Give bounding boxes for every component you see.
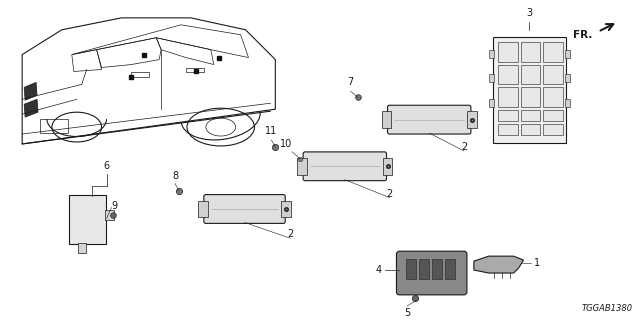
Text: 11: 11 xyxy=(265,126,278,136)
Text: 6: 6 xyxy=(104,161,109,171)
FancyBboxPatch shape xyxy=(396,251,467,295)
Text: 8: 8 xyxy=(172,171,178,181)
Text: 2: 2 xyxy=(387,188,392,199)
Bar xyxy=(520,87,540,107)
FancyBboxPatch shape xyxy=(387,105,471,134)
Text: 5: 5 xyxy=(404,308,410,318)
Bar xyxy=(498,87,518,107)
Bar xyxy=(543,65,563,84)
Bar xyxy=(282,201,291,217)
Text: TGGAB1380: TGGAB1380 xyxy=(582,304,633,313)
Bar xyxy=(131,72,149,77)
Bar xyxy=(520,65,540,84)
Bar xyxy=(498,42,518,61)
Text: 1: 1 xyxy=(534,258,540,268)
Bar xyxy=(77,243,86,253)
Bar xyxy=(520,42,540,61)
Text: 4: 4 xyxy=(376,265,381,275)
FancyBboxPatch shape xyxy=(69,195,106,244)
Bar xyxy=(565,99,570,107)
Bar xyxy=(432,259,442,279)
Bar xyxy=(381,111,392,128)
Bar xyxy=(40,119,68,133)
Bar xyxy=(383,158,392,175)
Bar xyxy=(543,110,563,121)
Bar xyxy=(498,65,518,84)
Bar xyxy=(565,75,570,83)
Bar xyxy=(543,42,563,61)
Bar xyxy=(520,124,540,135)
Bar xyxy=(489,50,493,58)
Bar xyxy=(543,124,563,135)
Text: 3: 3 xyxy=(527,8,532,18)
Bar xyxy=(445,259,455,279)
Text: 10: 10 xyxy=(280,139,292,149)
Bar xyxy=(543,87,563,107)
Bar xyxy=(104,211,115,220)
FancyBboxPatch shape xyxy=(204,195,285,223)
FancyBboxPatch shape xyxy=(493,37,566,143)
Bar xyxy=(467,111,477,128)
Polygon shape xyxy=(24,99,38,117)
Bar xyxy=(565,50,570,58)
Bar xyxy=(297,158,307,175)
Text: FR.: FR. xyxy=(573,30,592,40)
Text: 9: 9 xyxy=(111,201,118,211)
Bar xyxy=(198,201,208,217)
Bar xyxy=(419,259,429,279)
Text: 2: 2 xyxy=(461,142,467,152)
Text: 7: 7 xyxy=(348,77,354,87)
Bar xyxy=(406,259,416,279)
Bar xyxy=(498,124,518,135)
Bar xyxy=(498,110,518,121)
Bar xyxy=(186,68,204,72)
FancyBboxPatch shape xyxy=(303,152,387,181)
Bar xyxy=(489,99,493,107)
Bar xyxy=(520,110,540,121)
Polygon shape xyxy=(24,83,37,100)
Polygon shape xyxy=(474,256,524,273)
Text: 2: 2 xyxy=(287,229,293,239)
Bar xyxy=(489,75,493,83)
